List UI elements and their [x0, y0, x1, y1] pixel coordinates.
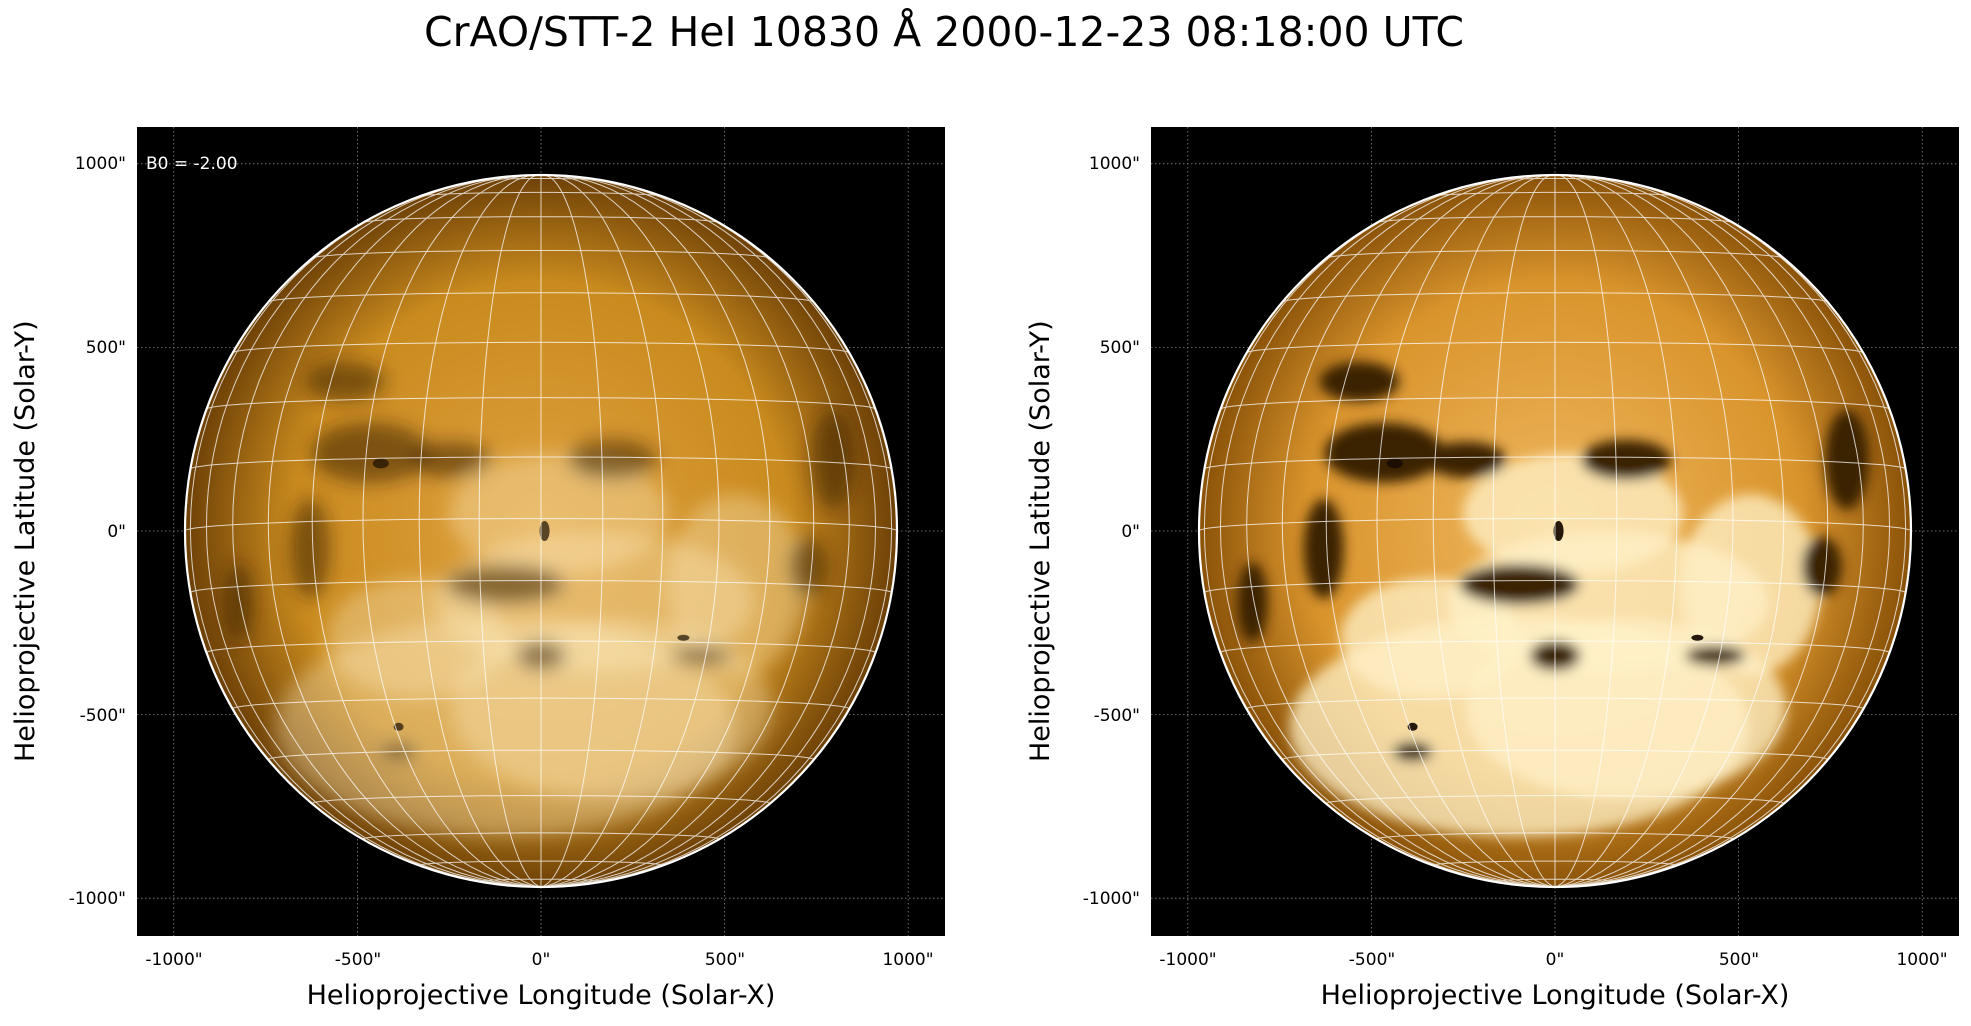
right-xtick-1000: 1000" [1896, 950, 1948, 970]
right-xtick-500: 500" [1718, 950, 1760, 970]
left-ytick-1000: 1000" [74, 154, 126, 174]
left-solar-disk-svg [137, 127, 945, 936]
left-xtick-0: 0" [531, 950, 551, 970]
right-xtick-m500: -500" [1348, 950, 1396, 970]
right-ytick-m1000: -1000" [1082, 889, 1140, 909]
left-xtick-500: 500" [704, 950, 746, 970]
right-ytick-1000: 1000" [1088, 154, 1140, 174]
left-solar-image [137, 127, 945, 936]
b0-annotation: B0 = -2.00 [146, 154, 238, 174]
left-ytick-500: 500" [85, 338, 126, 358]
figure-title: CrAO/STT-2 HeI 10830 Å 2000-12-23 08:18:… [424, 8, 1464, 56]
right-xlabel: Helioprojective Longitude (Solar-X) [1320, 980, 1790, 1011]
left-xtick-m1000: -1000" [145, 950, 203, 970]
right-xtick-m1000: -1000" [1159, 950, 1217, 970]
right-solar-disk-svg [1151, 127, 1959, 936]
limb-outline [183, 173, 899, 889]
disk-features [1237, 361, 1869, 837]
left-ytick-m500: -500" [79, 706, 126, 726]
left-xtick-m500: -500" [334, 950, 382, 970]
disk-features [223, 361, 855, 837]
right-xtick-0: 0" [1545, 950, 1565, 970]
left-ytick-0: 0" [107, 522, 126, 542]
right-solar-image [1151, 127, 1959, 936]
left-xtick-1000: 1000" [882, 950, 934, 970]
left-xlabel: Helioprojective Longitude (Solar-X) [306, 980, 776, 1011]
right-ytick-0: 0" [1121, 522, 1140, 542]
heliographic-grid [1198, 174, 1912, 888]
right-ylabel: Helioprojective Latitude (Solar-Y) [1025, 320, 1056, 762]
right-ytick-m500: -500" [1093, 706, 1140, 726]
limb-outline [1197, 173, 1913, 889]
right-ytick-500: 500" [1099, 338, 1140, 358]
left-ytick-m1000: -1000" [68, 889, 126, 909]
